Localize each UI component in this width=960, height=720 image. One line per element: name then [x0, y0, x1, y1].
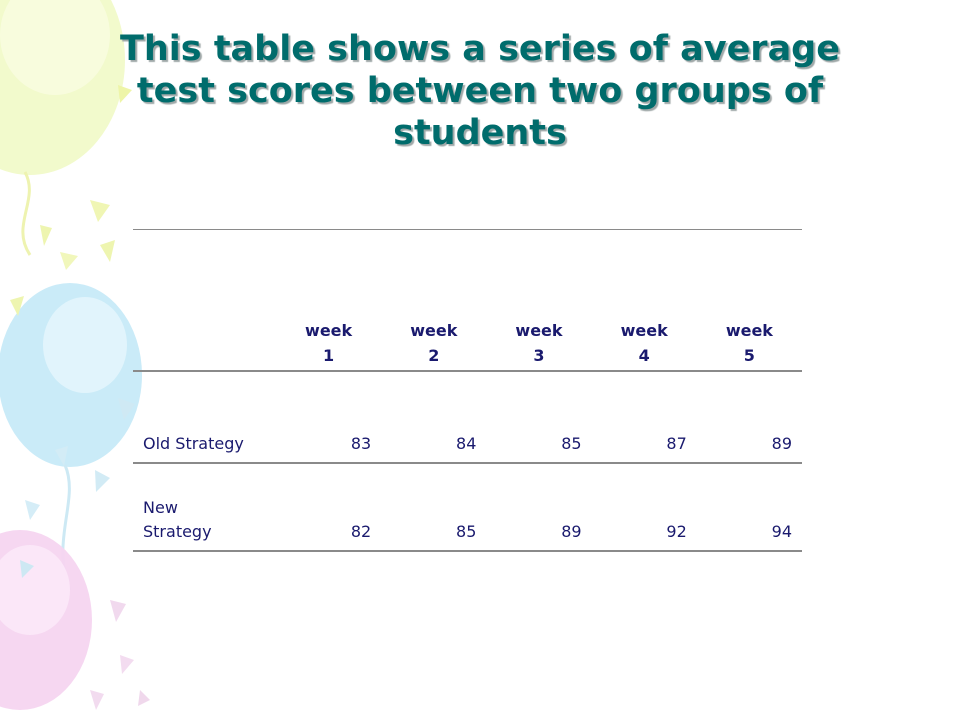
- table-cell: 89: [486, 463, 592, 552]
- row-label-line: Old Strategy: [143, 434, 244, 453]
- slide-title-line: test scores between two groups of: [136, 71, 824, 111]
- table-cell: 84: [381, 371, 487, 464]
- column-header-line: 4: [638, 346, 650, 365]
- column-header-line: week: [620, 321, 668, 340]
- table-corner-cell: [133, 230, 276, 372]
- table-row: New Strategy 82 85 89 92 94: [133, 463, 802, 552]
- slide-title-line: This table shows a series of average: [120, 29, 840, 69]
- column-header: week 2: [381, 230, 487, 372]
- column-header: week 4: [591, 230, 697, 372]
- row-label-line: New: [143, 498, 178, 517]
- column-header-line: 2: [428, 346, 440, 365]
- row-label: Old Strategy: [133, 371, 276, 464]
- row-label-line: Strategy: [143, 522, 212, 541]
- column-header: week 3: [486, 230, 592, 372]
- yellow-balloon-icon: [0, 0, 125, 256]
- column-header-line: 3: [533, 346, 545, 365]
- table-header-row: week 1 week 2 week 3 week 4 week 5: [133, 230, 802, 372]
- scores-table: week 1 week 2 week 3 week 4 week 5: [133, 229, 802, 552]
- blue-balloon-icon: [0, 283, 142, 591]
- table-cell: 85: [486, 371, 592, 464]
- column-header-line: 5: [743, 346, 755, 365]
- table-cell: 89: [696, 371, 802, 464]
- column-header: week 5: [696, 230, 802, 372]
- column-header-line: week: [305, 321, 353, 340]
- table-cell: 82: [276, 463, 382, 552]
- column-header-line: week: [725, 321, 773, 340]
- confetti-icon: [10, 85, 150, 710]
- slide-title-line: students: [393, 113, 567, 153]
- table-top-rule: [133, 229, 802, 230]
- column-header: week 1: [276, 230, 382, 372]
- column-header-line: week: [410, 321, 458, 340]
- table-row: Old Strategy 83 84 85 87 89: [133, 371, 802, 464]
- column-header-line: 1: [323, 346, 335, 365]
- table-cell: 94: [696, 463, 802, 552]
- table-cell: 83: [276, 371, 382, 464]
- table-cell: 87: [591, 371, 697, 464]
- slide-title: This table shows a series of average tes…: [60, 28, 900, 154]
- row-label: New Strategy: [133, 463, 276, 552]
- table-cell: 85: [381, 463, 487, 552]
- table-cell: 92: [591, 463, 697, 552]
- column-header-line: week: [515, 321, 563, 340]
- scores-table-container: week 1 week 2 week 3 week 4 week 5: [133, 229, 802, 552]
- pink-balloon-icon: [0, 530, 92, 710]
